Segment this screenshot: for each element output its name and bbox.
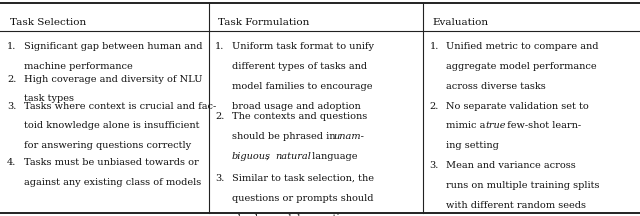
Text: Evaluation: Evaluation	[432, 18, 488, 27]
Text: Unified metric to compare and: Unified metric to compare and	[446, 42, 598, 51]
Text: with different random seeds: with different random seeds	[446, 201, 586, 210]
Text: broad usage and adoption: broad usage and adoption	[232, 102, 360, 111]
Text: Tasks where context is crucial and fac-: Tasks where context is crucial and fac-	[24, 102, 216, 111]
Text: 2.: 2.	[429, 102, 439, 111]
Text: 1.: 1.	[429, 42, 439, 51]
Text: Task Selection: Task Selection	[10, 18, 86, 27]
Text: across diverse tasks: across diverse tasks	[446, 82, 546, 91]
Text: unam-: unam-	[334, 132, 365, 141]
Text: 1.: 1.	[215, 42, 225, 51]
Text: biguous: biguous	[232, 152, 271, 161]
Text: High coverage and diversity of NLU: High coverage and diversity of NLU	[24, 75, 202, 84]
Text: natural: natural	[275, 152, 311, 161]
Text: few-shot learn-: few-shot learn-	[504, 121, 582, 130]
Text: 3.: 3.	[429, 161, 439, 170]
Text: Mean and variance across: Mean and variance across	[446, 161, 576, 170]
Text: Similar to task selection, the: Similar to task selection, the	[232, 174, 374, 183]
Text: machine performance: machine performance	[24, 62, 132, 71]
Text: Significant gap between human and: Significant gap between human and	[24, 42, 202, 51]
Text: should be phrased in: should be phrased in	[232, 132, 339, 141]
Text: true: true	[485, 121, 506, 130]
Text: 4.: 4.	[7, 158, 17, 167]
Text: The contexts and questions: The contexts and questions	[232, 112, 367, 121]
Text: toid knowledge alone is insufficient: toid knowledge alone is insufficient	[24, 121, 199, 130]
Text: model families to encourage: model families to encourage	[232, 82, 372, 91]
Text: 1.: 1.	[7, 42, 17, 51]
Text: Uniform task format to unify: Uniform task format to unify	[232, 42, 374, 51]
Text: 3.: 3.	[7, 102, 17, 111]
Text: mimic a: mimic a	[446, 121, 488, 130]
Text: aggregate model performance: aggregate model performance	[446, 62, 596, 71]
Text: for answering questions correctly: for answering questions correctly	[24, 141, 191, 150]
Text: runs on multiple training splits: runs on multiple training splits	[446, 181, 600, 190]
Text: against any existing class of models: against any existing class of models	[24, 178, 201, 187]
Text: different types of tasks and: different types of tasks and	[232, 62, 367, 71]
Text: Tasks must be unbiased towards or: Tasks must be unbiased towards or	[24, 158, 198, 167]
Text: No separate validation set to: No separate validation set to	[446, 102, 589, 111]
Text: language: language	[310, 152, 358, 161]
Text: Task Formulation: Task Formulation	[218, 18, 309, 27]
Text: also be model agnostic: also be model agnostic	[232, 214, 345, 216]
Text: 2.: 2.	[215, 112, 225, 121]
Text: questions or prompts should: questions or prompts should	[232, 194, 373, 203]
Text: ,: ,	[266, 152, 272, 161]
Text: 3.: 3.	[215, 174, 225, 183]
Text: task types: task types	[24, 94, 74, 103]
Text: 2.: 2.	[7, 75, 17, 84]
Text: ing setting: ing setting	[446, 141, 499, 150]
